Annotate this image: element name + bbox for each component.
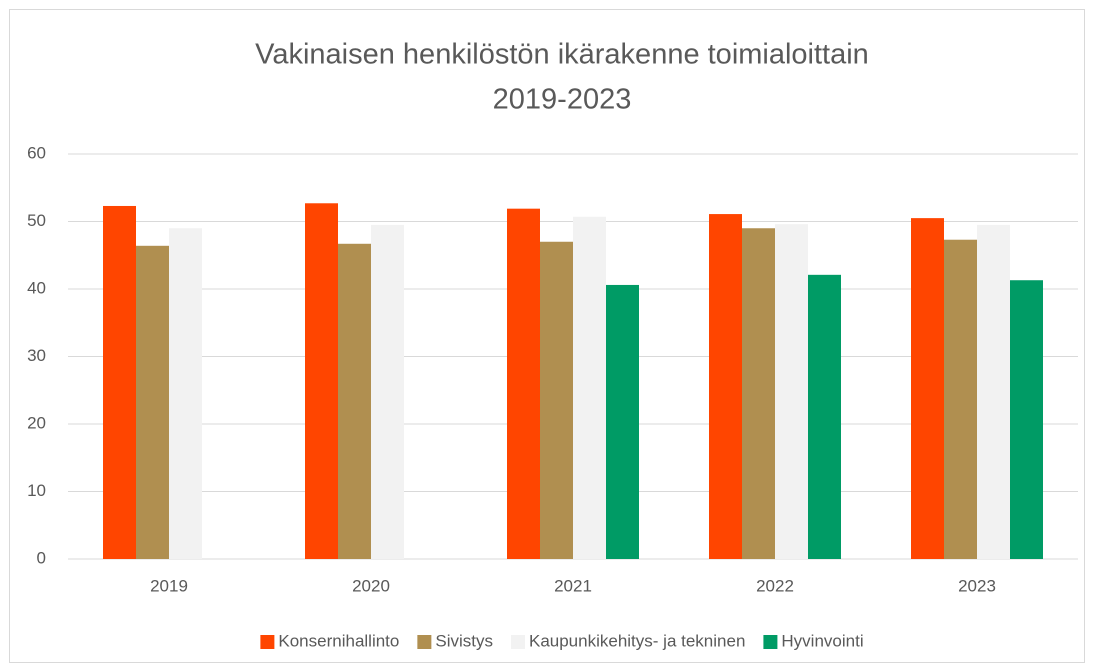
bar xyxy=(911,218,944,559)
bar xyxy=(977,224,1010,559)
bar xyxy=(742,228,775,559)
y-tick-label: 20 xyxy=(27,413,46,432)
legend-swatch xyxy=(417,635,432,649)
bar xyxy=(305,203,338,559)
bar xyxy=(169,228,202,559)
bar xyxy=(136,245,169,560)
x-tick-label: 2022 xyxy=(756,576,794,595)
chart-subtitle: 2019-2023 xyxy=(493,84,632,116)
bar xyxy=(540,241,573,559)
y-tick-label: 0 xyxy=(37,548,46,567)
bar xyxy=(709,214,742,559)
x-tick-label: 2021 xyxy=(554,576,592,595)
y-tick-label: 40 xyxy=(27,278,46,297)
bar xyxy=(573,216,606,559)
bar xyxy=(338,243,371,559)
bar xyxy=(775,224,808,559)
y-tick-label: 30 xyxy=(27,346,46,365)
bar xyxy=(808,274,841,559)
bar xyxy=(606,284,639,559)
x-tick-label: 2019 xyxy=(150,576,188,595)
y-tick-label: 60 xyxy=(27,143,46,162)
bar xyxy=(103,205,136,559)
legend-swatch xyxy=(260,635,275,649)
bar xyxy=(507,208,540,560)
x-tick-label: 2023 xyxy=(958,576,996,595)
bar xyxy=(944,239,977,559)
legend-label: Sivistys xyxy=(435,631,493,650)
legend-label: Konsernihallinto xyxy=(278,631,399,650)
legend-swatch xyxy=(510,635,525,649)
bar xyxy=(1010,280,1043,559)
chart-title: Vakinaisen henkilöstön ikärakenne toimia… xyxy=(255,39,869,71)
legend-label: Hyvinvointi xyxy=(781,631,863,650)
y-tick-label: 10 xyxy=(27,481,46,500)
x-tick-label: 2020 xyxy=(352,576,390,595)
bar xyxy=(371,224,404,559)
y-tick-label: 50 xyxy=(27,211,46,230)
legend-label: Kaupunkikehitys- ja tekninen xyxy=(529,631,745,650)
legend-swatch xyxy=(763,635,778,649)
